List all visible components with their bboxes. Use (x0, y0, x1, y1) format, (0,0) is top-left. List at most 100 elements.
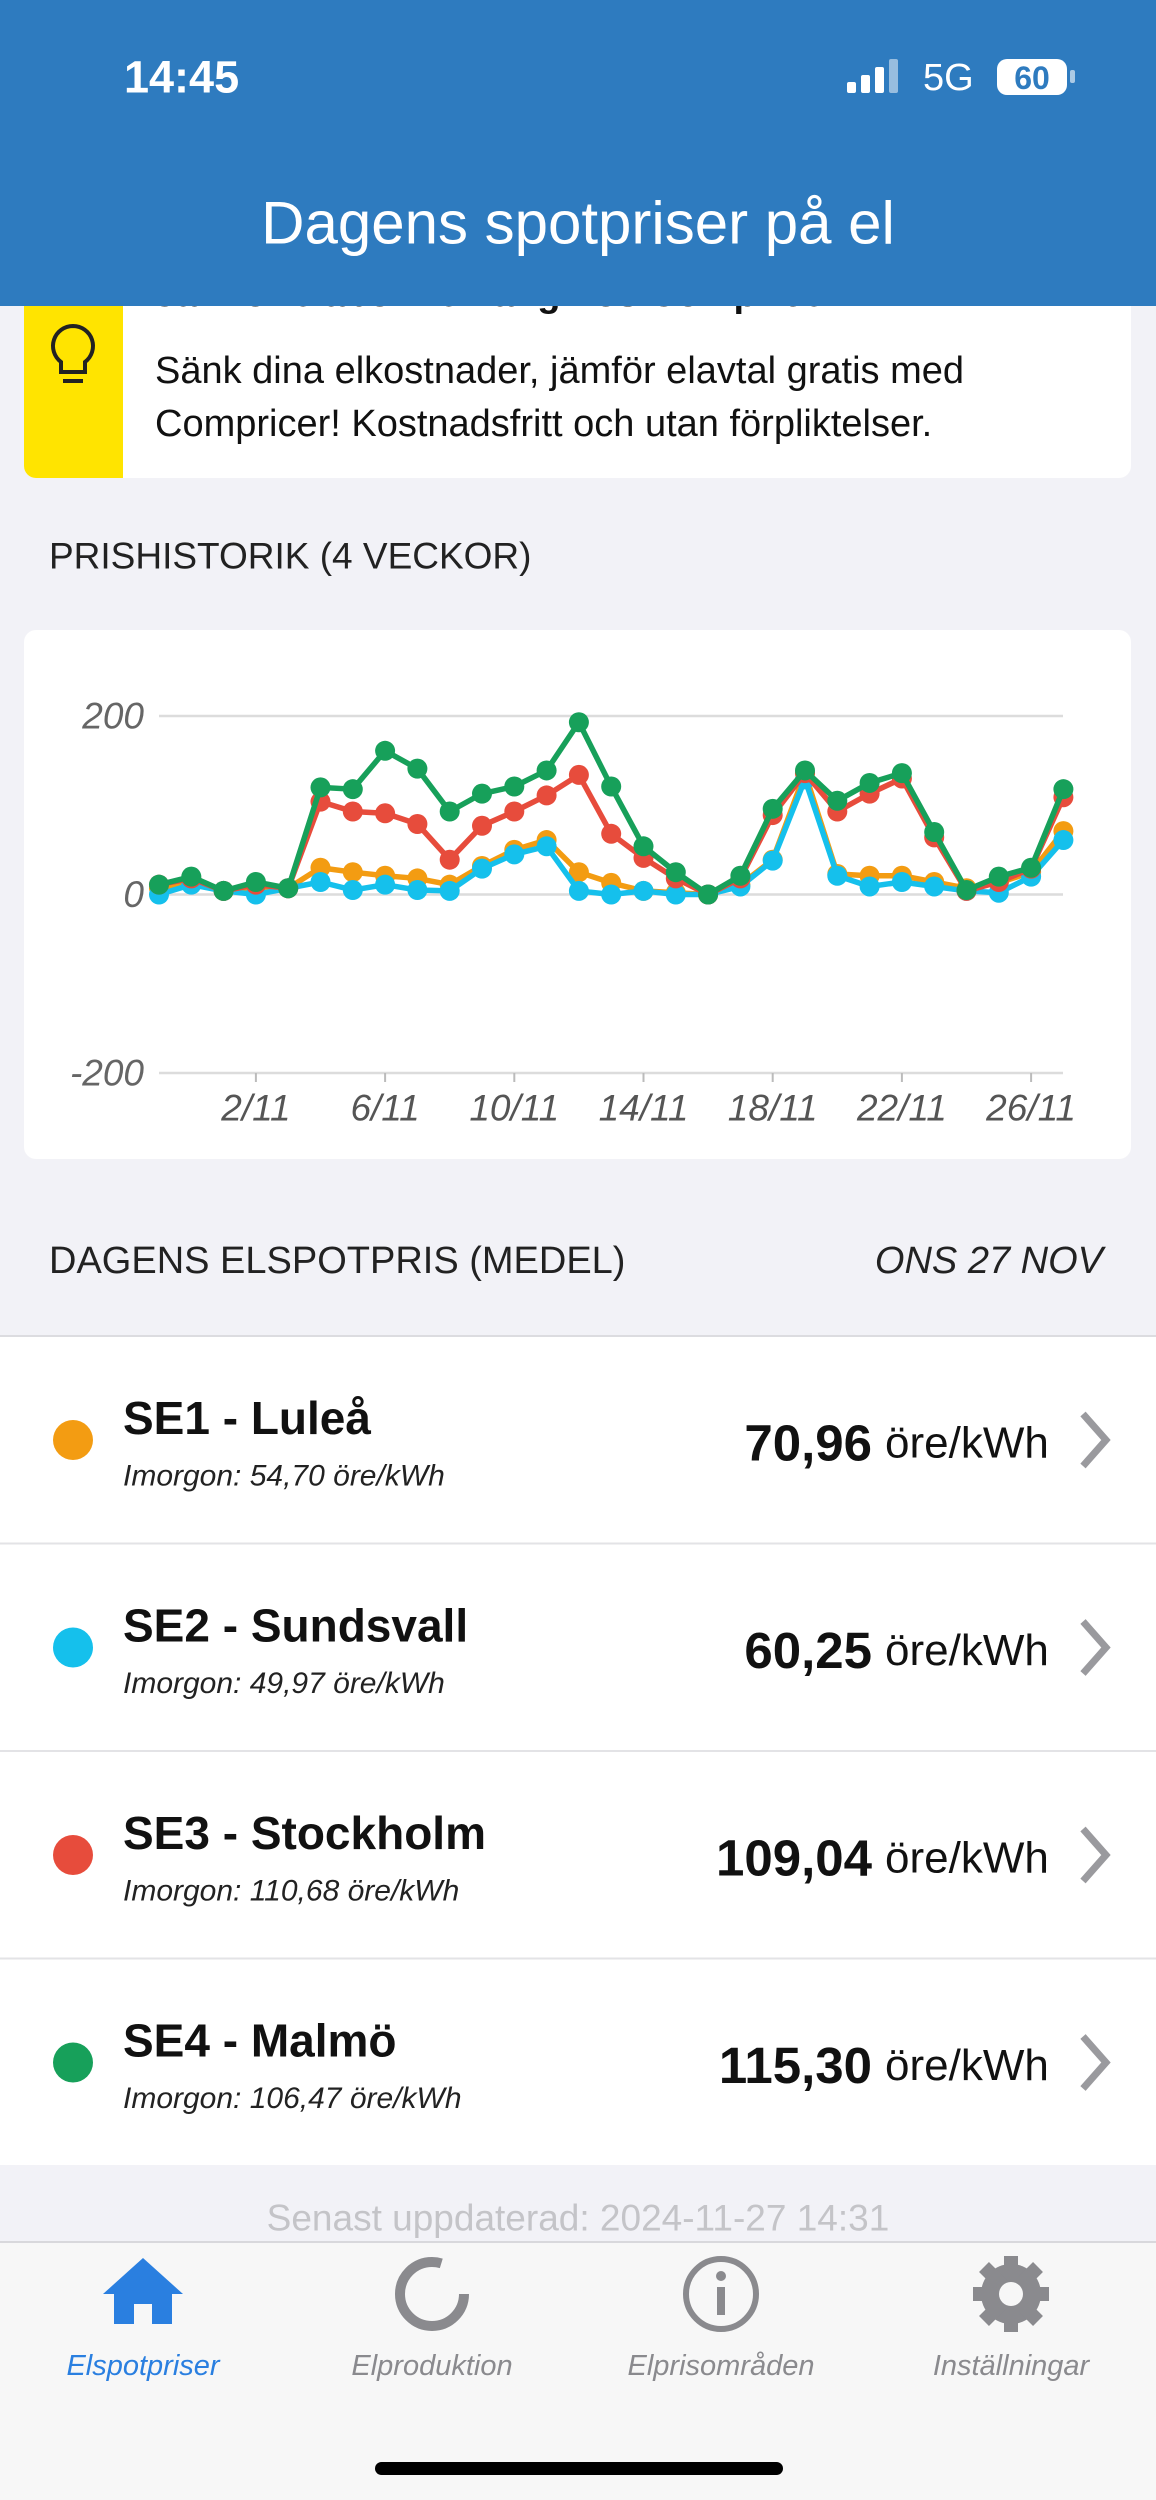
data-point (1021, 857, 1042, 878)
region-name[interactable]: SE4 - Malmö (123, 2015, 397, 2067)
region-tomorrow: Imorgon: 49,97 öre/kWh (123, 1667, 445, 1700)
data-point (601, 776, 622, 797)
region-name[interactable]: SE1 - Luleå (123, 1392, 371, 1444)
region-tomorrow: Imorgon: 54,70 öre/kWh (123, 1460, 445, 1493)
tab-label[interactable]: Elprisområden (628, 2350, 815, 2382)
data-point (665, 884, 686, 905)
data-point (827, 865, 848, 886)
data-point (310, 777, 331, 798)
data-point (342, 779, 363, 800)
region-price: 70,96 (744, 1415, 872, 1472)
x-tick-label: 2/11 (220, 1088, 290, 1129)
data-point (536, 785, 557, 806)
data-point (439, 880, 460, 901)
tab-label[interactable]: Inställningar (933, 2350, 1091, 2382)
data-point (730, 865, 751, 886)
tab-icon-info[interactable] (683, 2256, 759, 2332)
x-tick-label: 18/11 (728, 1088, 818, 1129)
data-point (375, 874, 396, 895)
data-point (375, 740, 396, 761)
section-date: ONS 27 NOV (875, 1240, 1107, 1282)
data-point (762, 798, 783, 819)
data-point (181, 866, 202, 887)
x-tick-label: 22/11 (856, 1088, 947, 1129)
data-point (762, 850, 783, 871)
banner-card[interactable] (24, 260, 1131, 478)
region-dot (53, 2042, 93, 2083)
data-point (342, 862, 363, 883)
data-point (891, 872, 912, 893)
data-point (924, 822, 945, 843)
data-point (504, 776, 525, 797)
data-point (536, 836, 557, 857)
region-tomorrow: Imorgon: 110,68 öre/kWh (123, 1875, 459, 1908)
region-tomorrow: Imorgon: 106,47 öre/kWh (123, 2082, 462, 2115)
region-price: 109,04 (716, 1830, 873, 1887)
data-point (439, 801, 460, 822)
tab-icon-home[interactable] (103, 2258, 183, 2324)
y-tick-label: 200 (81, 696, 144, 737)
x-tick-label: 10/11 (469, 1088, 559, 1129)
data-point (342, 880, 363, 901)
chevron[interactable] (1080, 1826, 1111, 1884)
bulb-icon (51, 323, 95, 383)
data-point (1053, 830, 1074, 851)
data-point (633, 836, 654, 857)
home-indicator (375, 2462, 783, 2475)
tab-icon-settings[interactable] (973, 2256, 1049, 2332)
x-tick-label: 26/11 (985, 1088, 1076, 1129)
data-point (698, 884, 719, 905)
data-point (827, 790, 848, 811)
y-tick-label: 0 (123, 874, 144, 915)
data-point (472, 815, 492, 836)
data-point (1053, 779, 1074, 800)
status-network: 5G (923, 57, 974, 99)
data-point (504, 844, 525, 865)
x-tick-label: 6/11 (350, 1088, 419, 1129)
data-point (568, 764, 589, 785)
data-point (956, 880, 977, 901)
data-point (245, 872, 266, 893)
data-point (472, 858, 492, 879)
chevron[interactable] (1080, 2034, 1111, 2091)
data-point (795, 760, 815, 781)
banner-line: Compricer! Kostnadsfritt och utan förpli… (155, 403, 932, 445)
data-point (601, 823, 622, 844)
region-price: 115,30 (719, 2037, 872, 2094)
region-dot (53, 1835, 93, 1875)
header (0, 0, 1156, 306)
data-point (568, 712, 589, 733)
region-unit: öre/kWh (885, 2041, 1049, 2090)
data-point (149, 874, 169, 895)
data-point (536, 760, 557, 781)
x-tick-label: 14/11 (599, 1088, 689, 1129)
data-point (310, 872, 331, 893)
data-point (439, 849, 460, 870)
tab-icon-production[interactable] (395, 2257, 469, 2331)
region-unit: öre/kWh (885, 1626, 1049, 1675)
data-point (859, 876, 880, 897)
region-unit: öre/kWh (885, 1419, 1049, 1468)
footer-updated: Senast uppdaterad: 2024-11-27 14:31 (267, 2198, 890, 2239)
chevron[interactable] (1080, 1411, 1111, 1469)
tab-label[interactable]: Elproduktion (351, 2350, 512, 2382)
status-time: 14:45 (124, 52, 239, 103)
data-point (407, 813, 428, 834)
section-title: DAGENS ELSPOTPRIS (MEDEL) (49, 1240, 625, 1282)
signal-icon (847, 59, 898, 93)
rows: SE1 - Luleå Imorgon: 54,70 öre/kWh 70,96 ör… (0, 1392, 1156, 2115)
data-point (633, 880, 654, 901)
data-point (278, 878, 299, 899)
banner-strip (24, 260, 123, 478)
region-name[interactable]: SE2 - Sundsvall (123, 1600, 468, 1652)
status-battery: 60 (1014, 60, 1050, 96)
section-title: PRISHISTORIK (4 VECKOR) (49, 536, 531, 577)
chevron[interactable] (1080, 1619, 1111, 1676)
chart: -200 0 200 2/11 6/11 10/11 14/11 18/11 22/11 26/1… (70, 696, 1076, 1129)
tab-label[interactable]: Elspotpriser (66, 2350, 220, 2382)
data-point (568, 880, 589, 901)
header-title: Dagens spotpriser på el (261, 190, 895, 257)
region-name[interactable]: SE3 - Stockholm (123, 1807, 486, 1859)
